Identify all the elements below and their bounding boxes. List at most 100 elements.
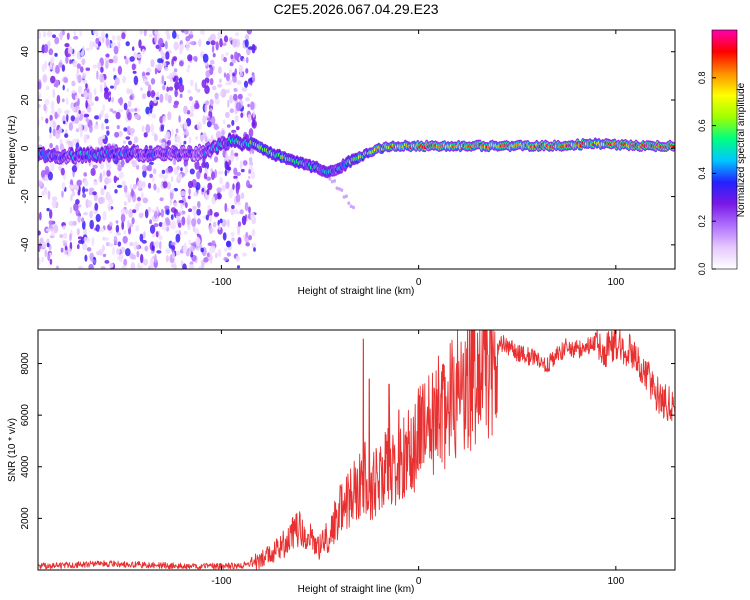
noise-speck xyxy=(225,73,230,82)
noise-speck xyxy=(209,224,213,235)
noise-speck xyxy=(152,176,155,183)
noise-speck xyxy=(84,188,89,192)
noise-speck xyxy=(240,192,245,199)
noise-speck xyxy=(85,83,88,89)
noise-speck xyxy=(135,225,140,232)
noise-speck xyxy=(94,115,100,120)
noise-speck xyxy=(91,237,95,246)
noise-speck xyxy=(118,130,123,137)
noise-speck xyxy=(148,34,153,38)
noise-speck xyxy=(187,180,194,189)
noise-speck xyxy=(102,104,105,112)
noise-speck xyxy=(70,115,76,122)
noise-speck xyxy=(209,66,214,76)
noise-speck xyxy=(76,63,81,69)
noise-speck xyxy=(147,84,152,93)
noise-speck xyxy=(108,177,112,184)
noise-speck xyxy=(174,81,180,91)
noise-speck xyxy=(105,191,111,201)
noise-speck xyxy=(63,110,70,115)
noise-speck xyxy=(189,264,195,269)
noise-speck xyxy=(104,177,110,185)
noise-speck xyxy=(233,93,238,101)
noise-speck xyxy=(123,258,128,266)
noise-speck xyxy=(123,102,128,111)
noise-speck xyxy=(156,250,162,254)
noise-speck xyxy=(162,84,166,91)
noise-speck xyxy=(171,128,174,137)
noise-speck xyxy=(225,111,230,119)
noise-speck xyxy=(92,191,97,196)
noise-speck xyxy=(224,247,227,253)
noise-speck xyxy=(175,135,181,143)
noise-speck xyxy=(97,61,102,70)
noise-speck xyxy=(44,187,48,196)
noise-speck xyxy=(102,139,108,144)
noise-speck xyxy=(99,227,105,233)
noise-speck xyxy=(86,105,92,113)
noise-speck xyxy=(251,228,256,237)
noise-speck xyxy=(131,63,136,71)
noise-speck xyxy=(188,136,192,144)
noise-speck xyxy=(114,189,118,194)
noise-speck xyxy=(251,171,256,180)
noise-speck xyxy=(50,100,55,111)
noise-speck xyxy=(55,265,60,269)
noise-speck xyxy=(245,68,249,74)
noise-speck xyxy=(46,242,50,248)
noise-speck xyxy=(44,249,48,258)
noise-speck xyxy=(215,130,222,140)
noise-speck xyxy=(183,140,187,145)
noise-speck xyxy=(65,97,69,105)
noise-speck xyxy=(253,247,256,252)
noise-speck xyxy=(235,186,240,195)
noise-speck xyxy=(243,160,248,166)
noise-speck xyxy=(175,128,179,134)
noise-speck xyxy=(214,97,220,105)
noise-speck xyxy=(134,242,137,251)
noise-speck xyxy=(209,99,214,105)
noise-speck xyxy=(114,131,120,138)
noise-speck xyxy=(150,78,156,85)
noise-speck xyxy=(206,120,212,128)
noise-speck xyxy=(60,247,64,253)
noise-speck xyxy=(115,220,119,224)
noise-speck xyxy=(143,231,146,239)
noise-speck xyxy=(121,180,127,187)
noise-speck xyxy=(189,30,193,36)
ridge-tail xyxy=(328,177,332,181)
noise-speck xyxy=(137,108,140,112)
noise-speck xyxy=(232,77,238,83)
noise-speck xyxy=(244,34,250,41)
noise-speck xyxy=(173,263,177,269)
noise-speck xyxy=(88,263,94,269)
noise-speck xyxy=(180,167,183,172)
noise-speck xyxy=(159,93,164,103)
noise-speck xyxy=(164,133,169,140)
noise-speck xyxy=(145,124,151,134)
noise-speck xyxy=(96,70,99,80)
noise-speck xyxy=(112,246,116,256)
noise-speck xyxy=(129,242,134,247)
noise-speck xyxy=(69,59,72,65)
noise-speck xyxy=(41,256,44,263)
noise-speck xyxy=(152,209,156,213)
noise-speck xyxy=(77,51,81,60)
noise-speck xyxy=(132,183,137,190)
noise-speck xyxy=(242,252,247,257)
noise-speck xyxy=(66,53,71,58)
noise-speck xyxy=(250,212,256,221)
noise-speck xyxy=(123,55,127,60)
noise-speck xyxy=(136,164,140,170)
noise-speck xyxy=(120,159,125,168)
noise-speck xyxy=(81,217,85,223)
noise-speck xyxy=(104,57,110,62)
noise-speck xyxy=(210,245,216,253)
y-tick-label: 4000 xyxy=(20,455,31,478)
noise-speck xyxy=(135,203,140,212)
noise-speck xyxy=(183,121,188,130)
noise-speck xyxy=(148,145,153,149)
noise-speck xyxy=(208,215,213,223)
noise-speck xyxy=(55,79,59,88)
noise-speck xyxy=(88,91,93,101)
